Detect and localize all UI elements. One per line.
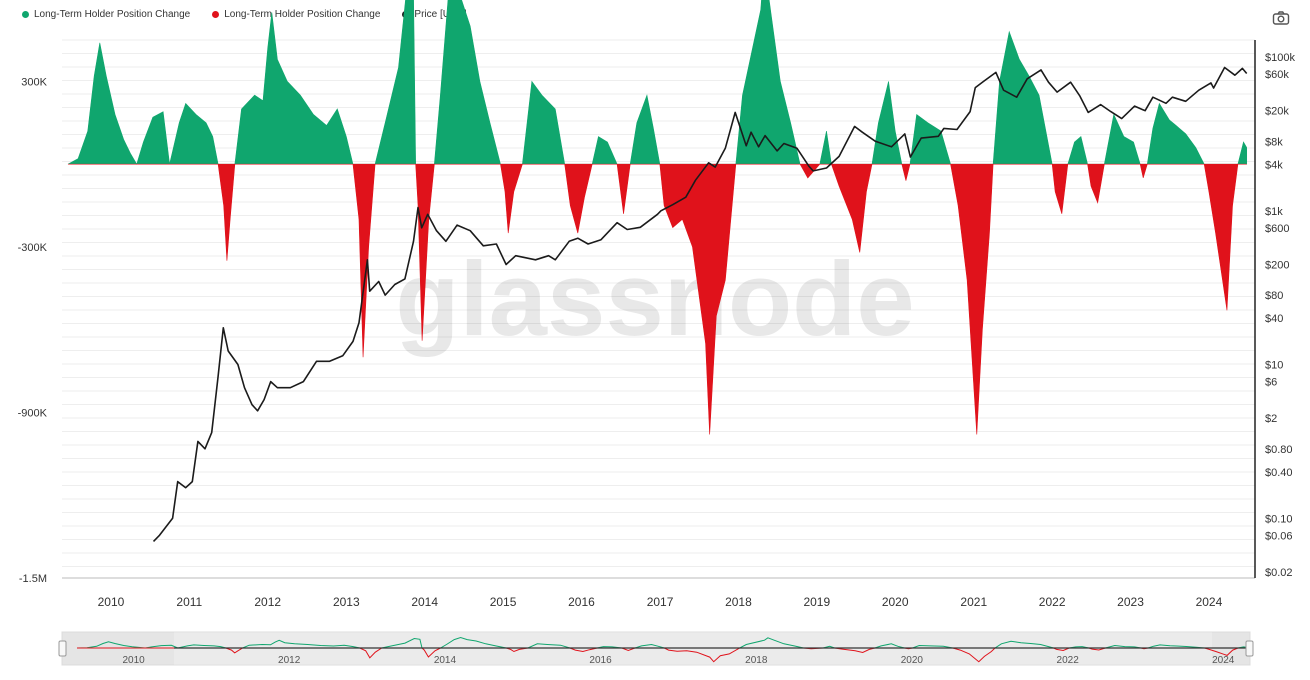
- y-right-tick-label: $60k: [1265, 69, 1289, 81]
- y-right-tick-label: $10: [1265, 360, 1283, 372]
- watermark-logo: glassnode: [395, 241, 914, 358]
- x-tick-label: 2023: [1117, 595, 1144, 609]
- y-left-tick-label: -900K: [18, 407, 48, 419]
- y-right-tick-label: $0.40: [1265, 467, 1293, 479]
- legend-label: Long-Term Holder Position Change: [34, 9, 191, 20]
- y-right-tick-label: $100k: [1265, 52, 1295, 64]
- navigator-handle-right[interactable]: [1245, 640, 1254, 657]
- series-line-price: [152, 66, 1248, 542]
- y-right-tick-label: $2: [1265, 413, 1277, 425]
- legend-label: Price [USD]: [414, 9, 467, 20]
- legend-item-ltph-gain[interactable]: Long-Term Holder Position Change: [22, 9, 190, 20]
- x-tick-label: 2013: [333, 595, 360, 609]
- y-left-tick-label: -300K: [18, 242, 48, 254]
- x-tick-label: 2012: [254, 595, 281, 609]
- y-right-tick-label: $4k: [1265, 159, 1283, 171]
- navigator-tick-label: 2010: [122, 655, 145, 666]
- y-right-tick-label: $200: [1265, 259, 1289, 271]
- navigator-tick-label: 2022: [1057, 655, 1080, 666]
- x-tick-label: 2016: [568, 595, 595, 609]
- y-right-tick-label: $0.02: [1265, 567, 1293, 579]
- legend-dot-green: [22, 11, 29, 18]
- y-right-tick-label: $20k: [1265, 106, 1289, 118]
- x-tick-label: 2015: [490, 595, 517, 609]
- navigator-tick-label: 2014: [434, 655, 457, 666]
- x-tick-label: 2020: [882, 595, 909, 609]
- navigator-tick-label: 2016: [589, 655, 612, 666]
- navigator-handle-left[interactable]: [58, 640, 67, 657]
- x-tick-label: 2018: [725, 595, 752, 609]
- x-tick-label: 2017: [647, 595, 674, 609]
- x-tick-label: 2019: [803, 595, 830, 609]
- x-tick-label: 2022: [1039, 595, 1066, 609]
- legend-item-ltph-loss[interactable]: Long-Term Holder Position Change: [212, 9, 380, 20]
- y-left-tick-label: -1.5M: [19, 573, 47, 585]
- x-tick-label: 2024: [1196, 595, 1223, 609]
- navigator-tick-label: 2012: [278, 655, 301, 666]
- y-right-tick-label: $8k: [1265, 136, 1283, 148]
- legend-dot-red: [212, 11, 220, 18]
- y-right-tick-label: $40: [1265, 313, 1283, 325]
- y-right-tick-label: $600: [1265, 223, 1289, 235]
- legend-label: Long-Term Holder Position Change: [224, 9, 381, 20]
- y-left-tick-label: 300K: [21, 76, 47, 88]
- x-tick-label: 2014: [411, 595, 438, 609]
- x-tick-label: 2021: [960, 595, 987, 609]
- camera-icon[interactable]: [1272, 10, 1290, 26]
- navigator-tick-label: 2018: [745, 655, 768, 666]
- series-area-loss: [68, 163, 1247, 435]
- x-tick-label: 2010: [98, 595, 125, 609]
- y-right-tick-label: $1k: [1265, 206, 1283, 218]
- y-right-tick-label: $0.80: [1265, 444, 1293, 456]
- y-right-tick-label: $0.10: [1265, 513, 1293, 525]
- navigator-line-gain: [76, 636, 1247, 649]
- y-right-tick-label: $0.06: [1265, 530, 1293, 542]
- y-right-tick-label: $80: [1265, 290, 1283, 302]
- navigator-tick-label: 2024: [1212, 655, 1235, 666]
- navigator-tick-label: 2020: [901, 655, 924, 666]
- y-right-tick-label: $6: [1265, 377, 1277, 389]
- x-tick-label: 2011: [176, 595, 202, 609]
